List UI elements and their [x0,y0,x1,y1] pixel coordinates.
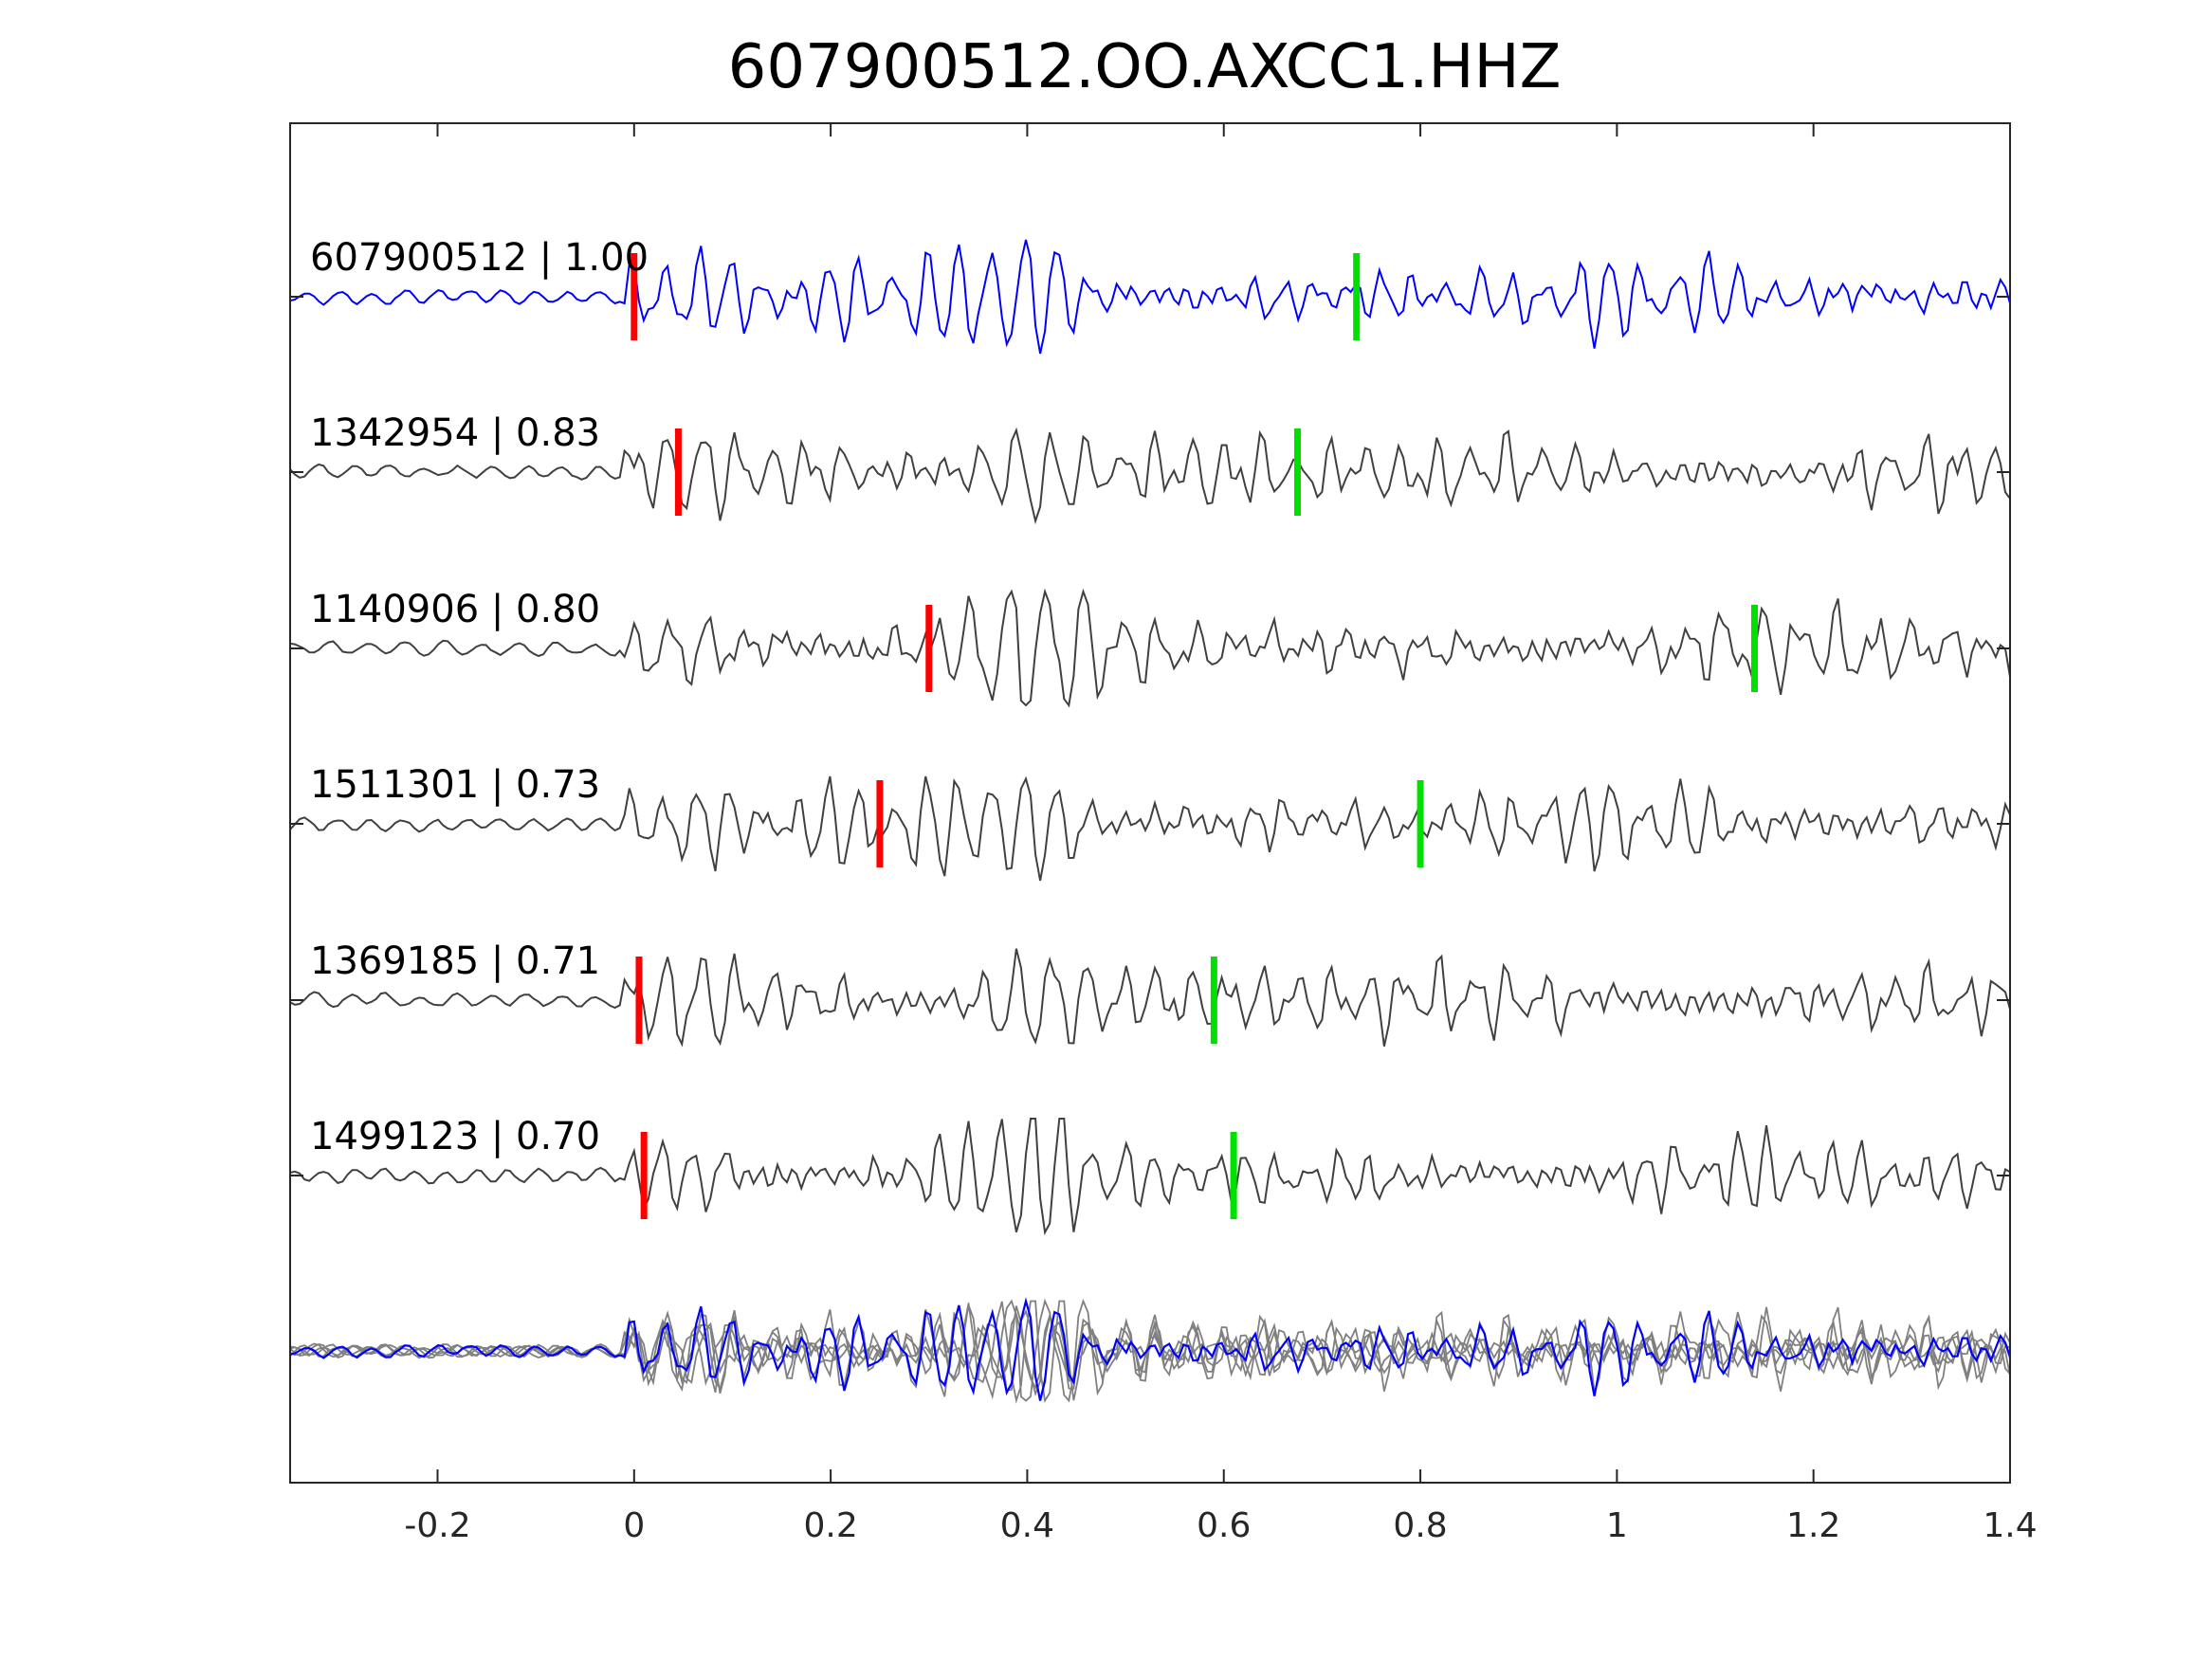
matched-trace [289,427,2011,525]
stack-reference-trace [289,1297,2012,1401]
picks-layer [631,253,1758,1219]
matched-trace [289,1118,2011,1236]
stack-overlay [289,1297,2012,1404]
x-tick-label: 0.8 [1393,1506,1447,1545]
chart-title: 607900512.OO.AXCC1.HHZ [728,32,1562,102]
matched-trace [289,588,2011,708]
trace-label: 1511301 | 0.73 [310,763,600,807]
x-tick-label: 0 [623,1506,645,1545]
trace-label: 1499123 | 0.70 [310,1115,600,1158]
matched-trace [289,775,2011,882]
trace-label: 1140906 | 0.80 [310,588,600,631]
x-axis-ticks: -0.2 0 0.2 0.4 0.6 0.8 1 1.2 1.4 [290,123,2038,1545]
trace-label: 1369185 | 0.71 [310,939,600,983]
x-tick-label: 1.4 [1983,1506,2037,1545]
x-tick-label: 1 [1606,1506,1628,1545]
trace-labels: 607900512 | 1.00 1342954 | 0.83 1140906 | … [310,236,649,1158]
trace-label: 607900512 | 1.00 [310,236,649,280]
x-tick-label: 0.4 [1000,1506,1054,1545]
reference-trace [289,239,2011,355]
traces-layer [289,239,2011,1236]
x-tick-label: 0.2 [803,1506,857,1545]
matched-trace [289,948,2011,1048]
x-tick-label: 0.6 [1197,1506,1251,1545]
stack-trace [289,1300,2011,1404]
x-tick-label: -0.2 [404,1506,470,1545]
trace-label: 1342954 | 0.83 [310,411,600,455]
x-tick-label: 1.2 [1786,1506,1840,1545]
plot-frame [289,122,2011,1484]
